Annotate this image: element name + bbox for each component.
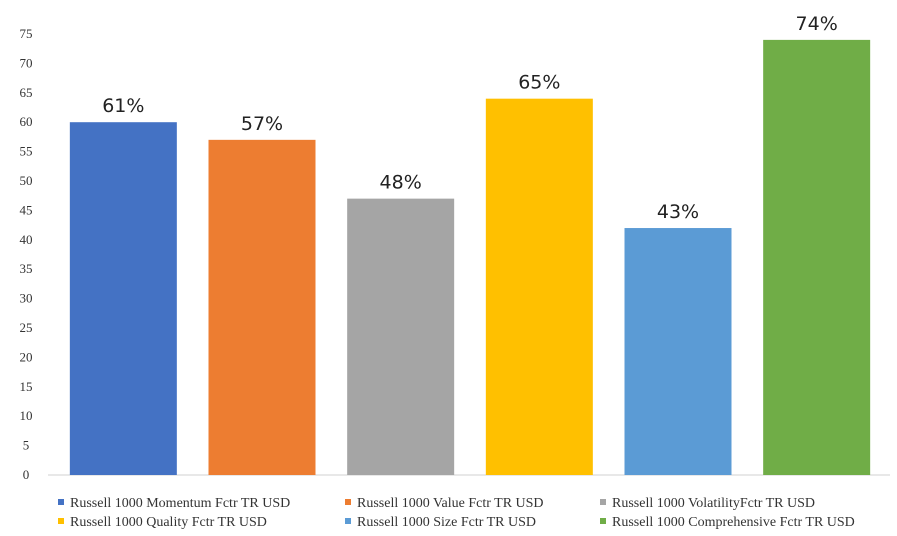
legend-swatch (345, 518, 351, 524)
data-label: 57% (241, 113, 283, 135)
legend-item: Russell 1000 Momentum Fctr TR USD (58, 496, 290, 511)
y-tick-label: 70 (20, 55, 33, 70)
legend-swatch (345, 499, 351, 505)
y-tick-label: 25 (20, 320, 33, 335)
legend-swatch (58, 518, 64, 524)
y-tick-label: 65 (20, 85, 33, 100)
legend: Russell 1000 Momentum Fctr TR USD Russell… (58, 496, 855, 530)
y-tick-label: 55 (20, 144, 33, 159)
bars (69, 39, 871, 476)
legend-swatch (600, 518, 606, 524)
legend-item: Russell 1000 Value Fctr TR USD (345, 496, 544, 511)
legend-label: Russell 1000 Size Fctr TR USD (357, 515, 536, 530)
legend-label: Russell 1000 Quality Fctr TR USD (70, 515, 267, 530)
y-tick-label: 30 (20, 291, 33, 306)
legend-item: Russell 1000 Comprehensive Fctr TR USD (600, 515, 855, 530)
y-tick-label: 35 (20, 261, 33, 276)
legend-swatch (600, 499, 606, 505)
data-label: 74% (796, 13, 838, 35)
y-tick-label: 10 (20, 408, 33, 423)
legend-item: Russell 1000 Quality Fctr TR USD (58, 515, 267, 530)
y-tick-label: 0 (23, 467, 30, 482)
y-tick-label: 50 (20, 173, 33, 188)
legend-item: Russell 1000 VolatilityFctr TR USD (600, 496, 815, 511)
y-axis: 0 5 10 15 20 25 30 35 40 45 50 55 60 65 70 75 (20, 26, 33, 482)
data-label: 61% (102, 95, 144, 117)
bar (763, 39, 871, 475)
data-label: 65% (518, 72, 560, 94)
legend-label: Russell 1000 Value Fctr TR USD (357, 496, 544, 511)
bar (69, 122, 177, 475)
y-tick-label: 20 (20, 349, 33, 364)
data-label: 43% (657, 201, 699, 223)
y-tick-label: 45 (20, 202, 33, 217)
bar (624, 228, 732, 475)
y-tick-label: 5 (23, 438, 30, 453)
legend-item: Russell 1000 Size Fctr TR USD (345, 515, 536, 530)
y-tick-label: 60 (20, 114, 33, 129)
legend-label: Russell 1000 Momentum Fctr TR USD (70, 496, 290, 511)
y-tick-label: 40 (20, 232, 33, 247)
data-labels: 61% 57% 48% 65% 43% 74% (102, 13, 838, 223)
bar (347, 198, 455, 475)
bar (485, 98, 593, 476)
legend-swatch (58, 499, 64, 505)
legend-label: Russell 1000 VolatilityFctr TR USD (612, 496, 815, 511)
y-tick-label: 15 (20, 379, 33, 394)
legend-label: Russell 1000 Comprehensive Fctr TR USD (612, 515, 855, 530)
data-label: 48% (380, 172, 422, 194)
bar (208, 139, 316, 475)
y-tick-label: 75 (20, 26, 33, 41)
